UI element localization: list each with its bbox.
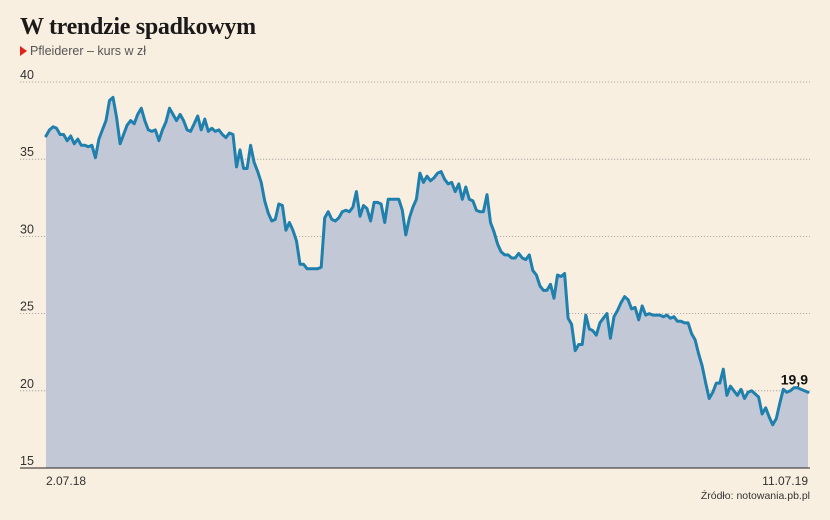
x-end-label: 11.07.19 xyxy=(762,474,808,488)
triangle-marker-icon xyxy=(20,46,27,56)
x-start-label: 2.07.18 xyxy=(46,474,86,488)
chart-title: W trendzie spadkowym xyxy=(20,14,256,40)
series-line xyxy=(44,95,810,427)
chart-subtitle: Pfleiderer – kurs w zł xyxy=(20,44,146,58)
last-value-label: 19,9 xyxy=(781,371,808,387)
y-tick-label: 35 xyxy=(20,145,34,159)
y-tick-label: 20 xyxy=(20,377,34,391)
y-tick-label: 40 xyxy=(20,68,34,82)
y-tick-label: 25 xyxy=(20,300,34,314)
source-note: Źródło: notowania.pb.pl xyxy=(700,490,810,502)
axis-labels: 15 20 25 30 35 40 2.07.18 11.07.19 19,9 xyxy=(20,68,808,488)
area-fill xyxy=(46,97,808,469)
subtitle-text: Pfleiderer – kurs w zł xyxy=(30,44,147,58)
y-tick-label: 15 xyxy=(20,454,34,468)
y-tick-label: 30 xyxy=(20,222,34,236)
